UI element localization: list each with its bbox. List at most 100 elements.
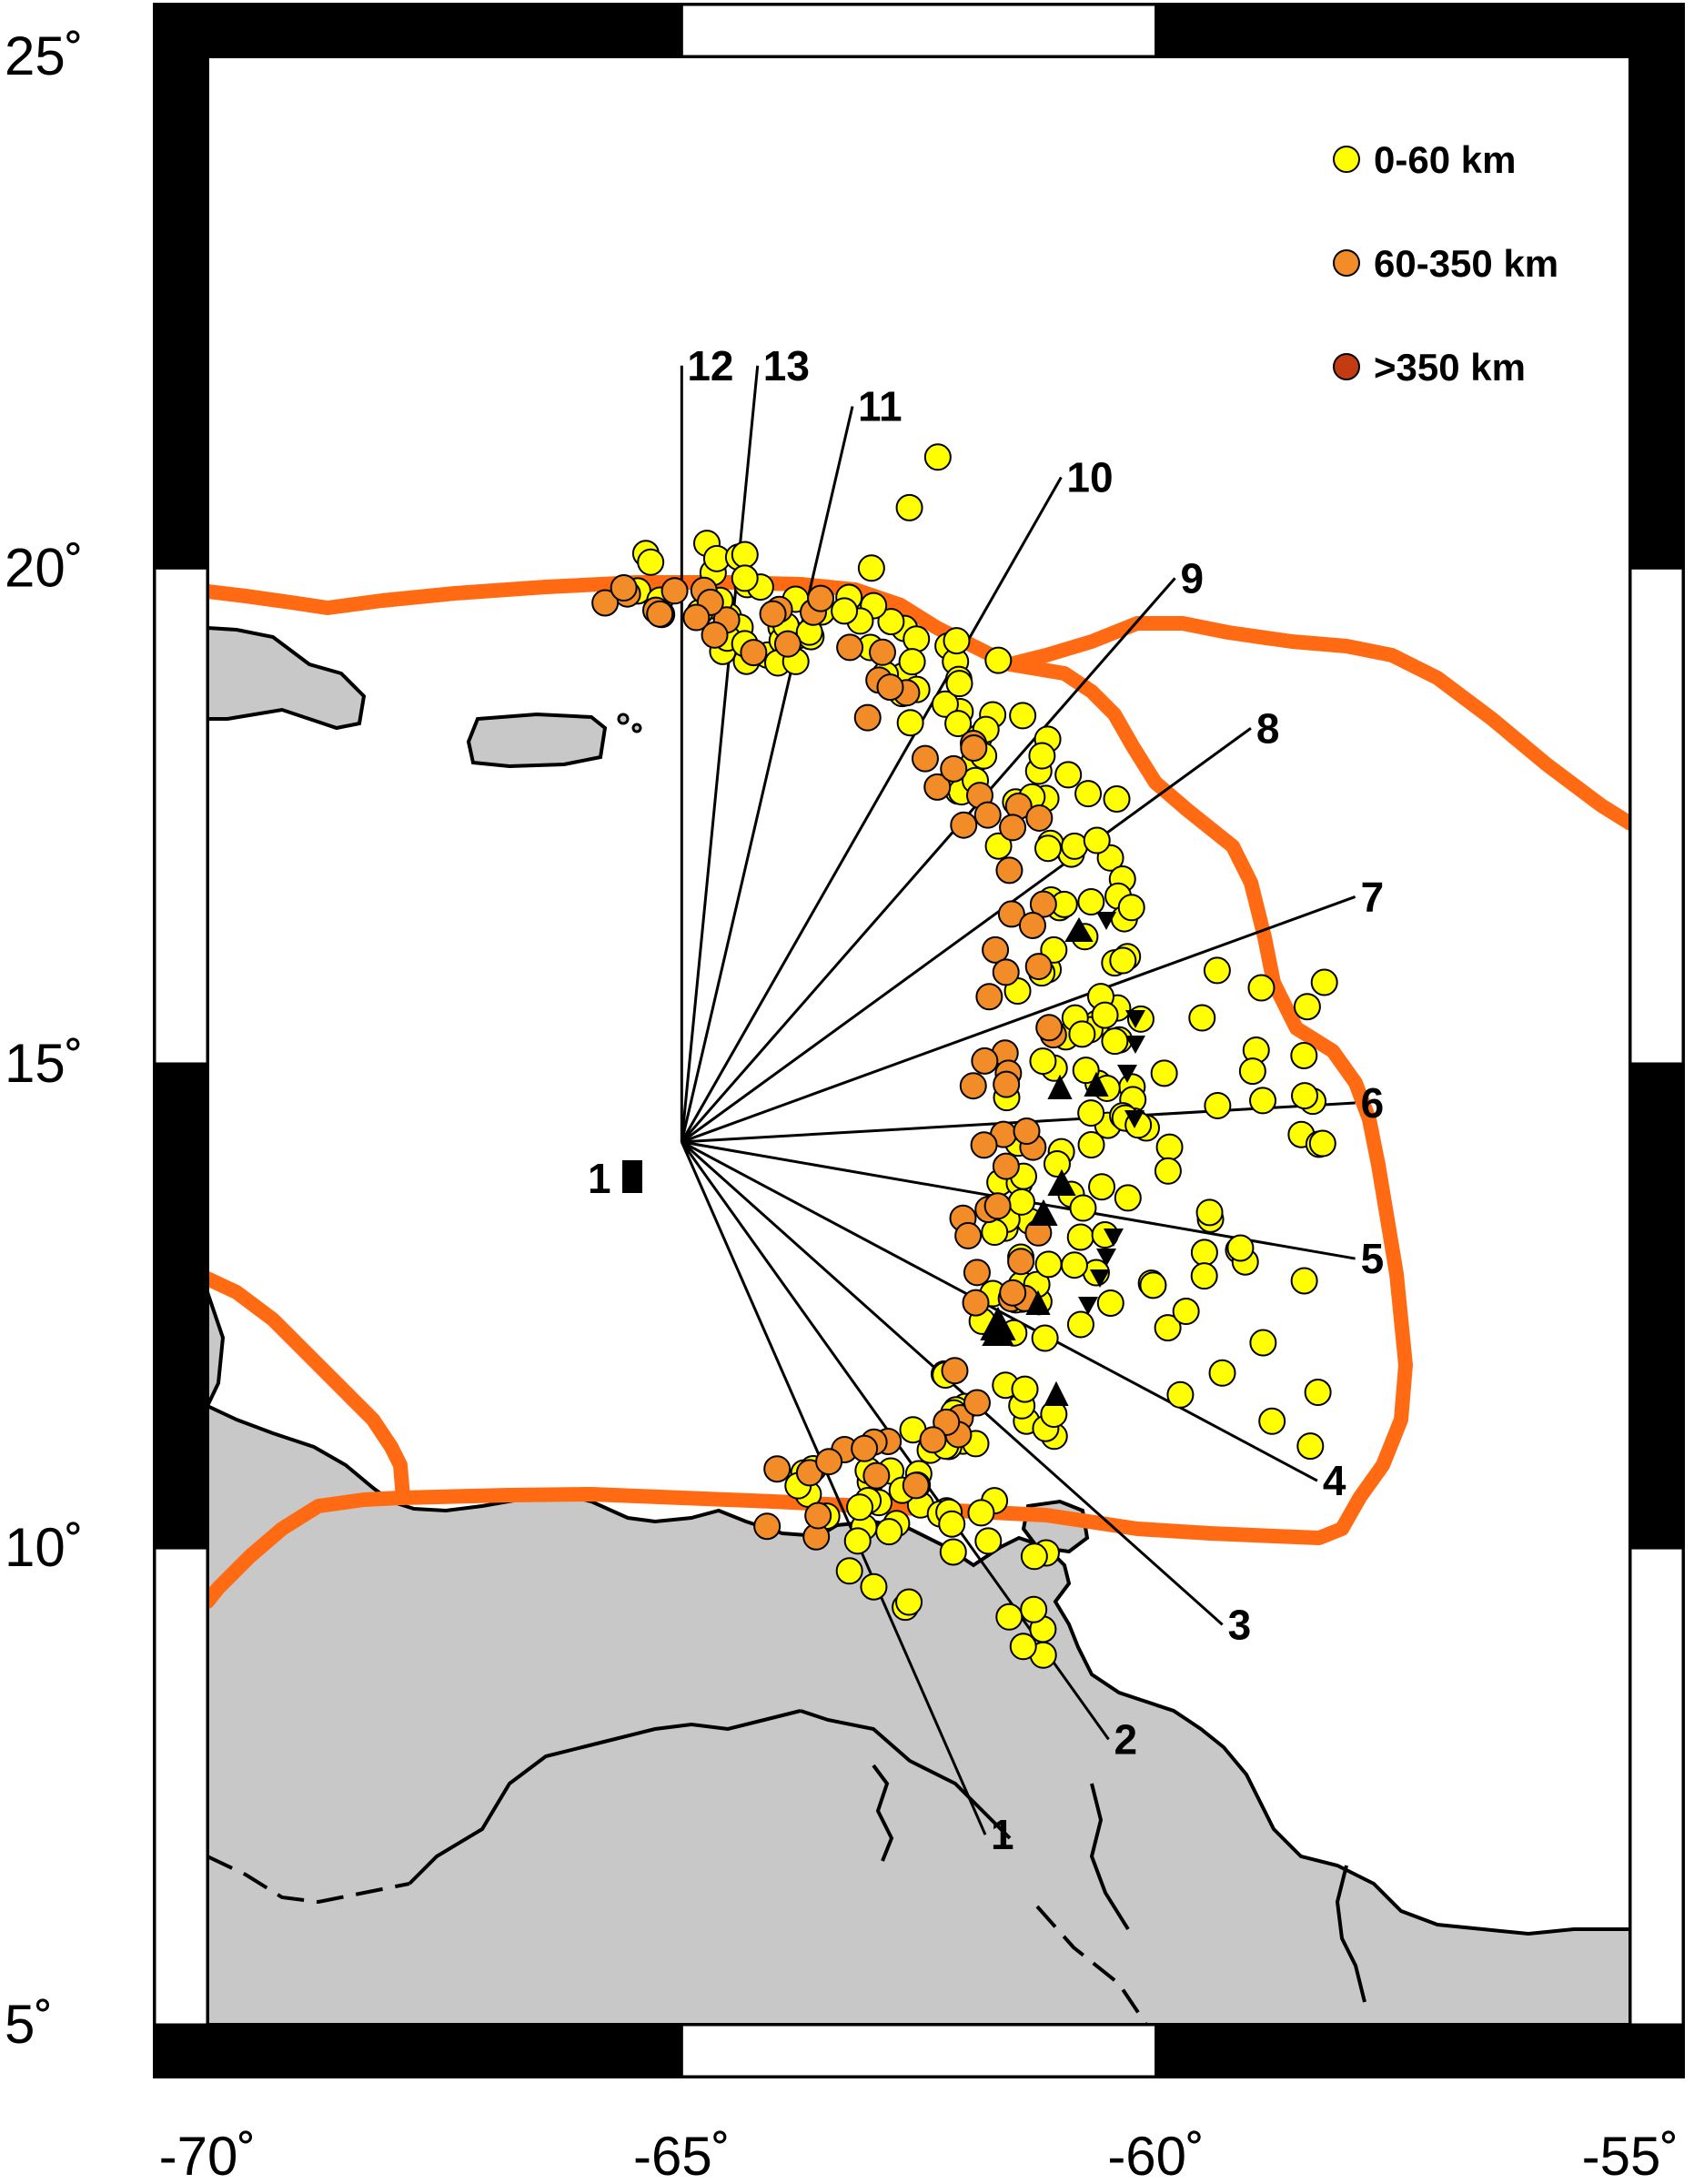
earthquake-dot bbox=[970, 1131, 998, 1159]
earthquake-dot bbox=[1226, 1234, 1255, 1262]
earthquake-dot bbox=[731, 541, 759, 569]
station-label: 1 bbox=[588, 1155, 611, 1202]
inverted-triangle-icon bbox=[1125, 1036, 1145, 1054]
frame-bar-top bbox=[1155, 3, 1685, 58]
profile-label: 6 bbox=[1361, 1079, 1385, 1127]
profile-label: 4 bbox=[1323, 1457, 1346, 1504]
land-paraguana bbox=[207, 1291, 226, 1407]
profile-label: 2 bbox=[1114, 1715, 1138, 1763]
earthquake-dot bbox=[1247, 974, 1276, 1002]
frame-bar-right bbox=[1628, 1062, 1685, 1550]
border-line bbox=[800, 1709, 1012, 1840]
x-tick-label: -55˚ bbox=[1582, 2126, 1679, 2184]
earthquake-dot bbox=[1204, 1091, 1232, 1119]
earthquake-dot bbox=[804, 1502, 832, 1530]
earthquake-dot bbox=[896, 709, 924, 737]
volcano-triangle-icon bbox=[1047, 1074, 1073, 1099]
earthquake-dot bbox=[857, 554, 885, 582]
earthquake-dot bbox=[1072, 1057, 1100, 1085]
earthquake-dot bbox=[731, 564, 759, 592]
earthquake-dot bbox=[1029, 890, 1057, 918]
frame-bar-right bbox=[1628, 1546, 1685, 2027]
border-line bbox=[1089, 1783, 1130, 1931]
profile-label: 13 bbox=[763, 342, 810, 389]
earthquake-dot bbox=[938, 1510, 966, 1538]
earthquake-dot bbox=[1238, 1057, 1266, 1086]
profile-label: 11 bbox=[858, 383, 902, 430]
earthquake-dot bbox=[1109, 946, 1137, 975]
earthquake-dot bbox=[1190, 1262, 1218, 1290]
earthquake-dot bbox=[1077, 888, 1105, 916]
earthquake-dot bbox=[773, 630, 802, 658]
frame-bar-right bbox=[1628, 55, 1685, 570]
earthquake-dot bbox=[1007, 1188, 1035, 1216]
volcano-triangle-icon bbox=[1044, 1380, 1069, 1406]
legend-label: 0-60 km bbox=[1374, 138, 1516, 181]
earthquake-dot bbox=[983, 1192, 1012, 1220]
border-line bbox=[408, 1709, 802, 1886]
earthquake-dot bbox=[940, 754, 968, 783]
frame-bar-left bbox=[153, 55, 209, 570]
earthquake-dot bbox=[923, 443, 952, 471]
earthquake-dot bbox=[898, 648, 926, 676]
earthquake-dot bbox=[999, 814, 1027, 842]
earthquake-dot bbox=[962, 1289, 990, 1317]
earthquake-dot bbox=[992, 1152, 1020, 1180]
earthquake-dot bbox=[1020, 1595, 1048, 1623]
y-tick-label: 10˚ bbox=[5, 1517, 84, 1578]
y-tick-label: 25˚ bbox=[5, 25, 84, 86]
earthquake-dot bbox=[950, 811, 978, 839]
land-islet bbox=[617, 713, 630, 725]
earthquake-dot bbox=[963, 1389, 991, 1417]
x-tick-label: -60˚ bbox=[1107, 2126, 1205, 2184]
profile-line bbox=[680, 406, 854, 1143]
earthquake-dot bbox=[1066, 1310, 1094, 1339]
earthquake-dot bbox=[960, 733, 988, 762]
earthquake-dot bbox=[646, 600, 674, 628]
earthquake-dot bbox=[660, 577, 689, 605]
earthquake-dot bbox=[860, 1572, 888, 1601]
earthquake-dot bbox=[971, 1046, 999, 1075]
earthquake-dot bbox=[1290, 1267, 1318, 1295]
earthquake-dot bbox=[939, 1538, 967, 1566]
land-hispaniola bbox=[207, 625, 367, 731]
earthquake-dot bbox=[876, 673, 904, 702]
earthquake-dot bbox=[1035, 1014, 1064, 1042]
earthquake-dot bbox=[1061, 832, 1089, 860]
inverted-triangle-icon bbox=[1104, 1228, 1124, 1247]
earthquake-dot bbox=[1077, 1099, 1105, 1127]
earthquake-dot bbox=[944, 710, 973, 738]
frame-scale-bars bbox=[153, 3, 1685, 2078]
earthquake-dot bbox=[1060, 1251, 1088, 1279]
x-tick-label: -70˚ bbox=[159, 2126, 257, 2184]
land-puerto-rico bbox=[466, 712, 608, 769]
profile-line bbox=[681, 476, 1063, 1143]
earthquake-dot bbox=[1020, 1542, 1048, 1571]
earthquake-dot bbox=[902, 1471, 930, 1500]
earthquake-dot bbox=[815, 1448, 843, 1476]
earthquake-dot bbox=[954, 1221, 983, 1249]
earthquake-dot bbox=[895, 493, 923, 521]
earthquake-dot bbox=[999, 1279, 1027, 1307]
earthquake-dot bbox=[1203, 956, 1231, 985]
earthquake-dot bbox=[959, 1072, 987, 1100]
earthquake-dot bbox=[902, 625, 931, 653]
earthquake-dot bbox=[1293, 993, 1321, 1021]
earthquake-dot bbox=[997, 900, 1025, 928]
earthquake-dot bbox=[1310, 968, 1338, 996]
earthquake-dot bbox=[895, 1588, 923, 1616]
earthquake-dot bbox=[1054, 761, 1083, 789]
earthquake-dot bbox=[975, 983, 1003, 1011]
y-tick-label: 5˚ bbox=[5, 1994, 53, 2055]
earthquake-dot bbox=[853, 703, 882, 732]
earthquake-dot bbox=[682, 603, 711, 632]
earthquake-dot bbox=[1077, 1131, 1105, 1159]
legend-label: 60-350 km bbox=[1374, 242, 1558, 285]
frame-bar-left bbox=[153, 1062, 209, 1550]
earthquake-dot bbox=[807, 584, 835, 612]
earthquake-dot bbox=[1009, 1633, 1037, 1661]
earthquake-dot bbox=[1304, 1379, 1332, 1407]
earthquake-dot bbox=[753, 1512, 781, 1541]
earthquake-dot bbox=[1088, 1173, 1116, 1201]
frame-bar-top bbox=[153, 3, 683, 58]
